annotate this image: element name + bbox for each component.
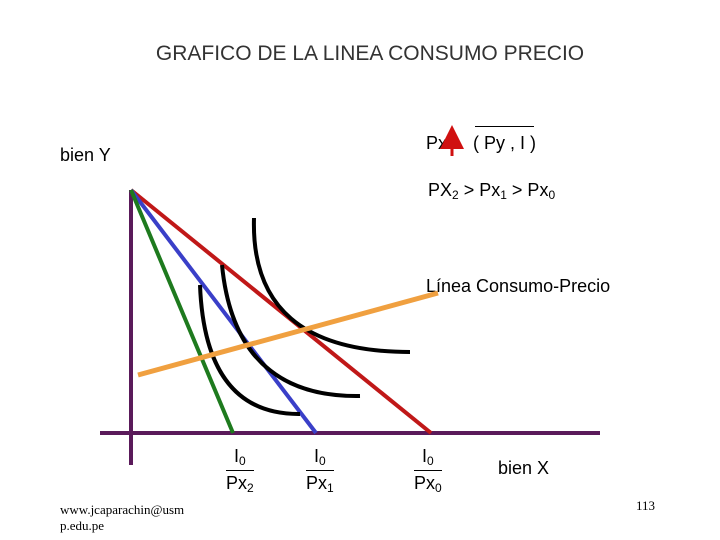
budget-line-px2: [129, 189, 235, 434]
y-axis-label: bien Y: [60, 145, 111, 165]
page-title: GRAFICO DE LA LINEA CONSUMO PRECIO: [155, 42, 585, 65]
intercept-px2: I0 Px2: [226, 446, 254, 495]
curve-label: Línea Consumo-Precio: [426, 276, 611, 296]
intercept-px0: I0 Px0: [414, 446, 442, 495]
budget-line-px1: [129, 188, 318, 435]
intercept-px1: I0 Px1: [306, 446, 334, 495]
footer-email: www.jcaparachin@usm p.edu.pe: [60, 502, 185, 533]
py-income-label: ( Py , I ): [473, 126, 536, 154]
indifference-curve-2: [220, 264, 361, 399]
indifference-curve-3: [251, 217, 411, 354]
indifference-curve-1: [198, 284, 301, 417]
consumption-price-line: [137, 290, 439, 378]
price-ordering: PX2 > Px1 > Px0: [428, 180, 556, 202]
x-axis-label: bien X: [498, 458, 550, 478]
page-number: 113: [636, 498, 656, 513]
